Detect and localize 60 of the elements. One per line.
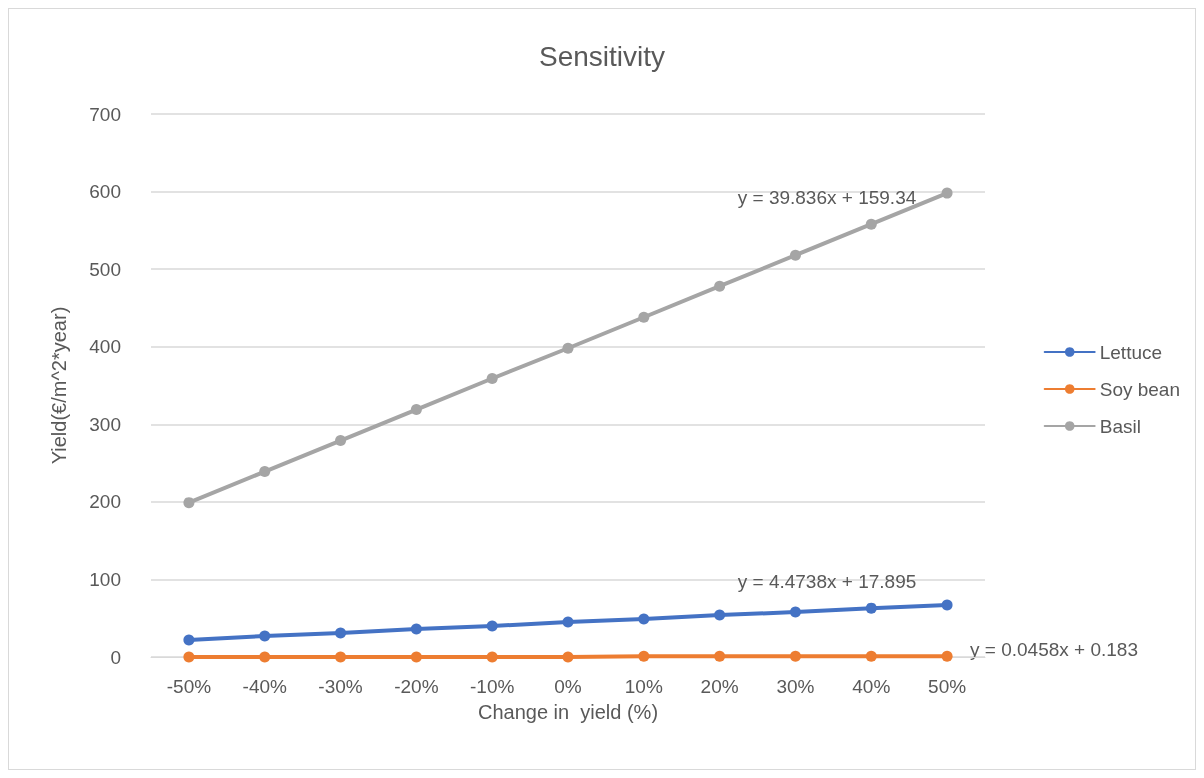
point [638,650,650,662]
x-tick-label: 30% [776,676,815,697]
x-tick-label: -20% [394,676,439,697]
point [562,616,574,628]
x-tick-label: -40% [242,676,288,697]
chart-title: Sensitivity [538,40,666,72]
point [259,630,271,642]
point [562,651,574,663]
point [789,606,801,618]
annotation: y = 4.4738x + 17.895 [737,570,917,592]
x-tick-label: 10% [624,676,663,697]
x-axis-title: Change in yield (%) [477,701,659,723]
x-tick-label: -10% [470,676,515,697]
point [183,634,195,646]
point [714,650,726,662]
y-tick-label: 100 [89,568,121,590]
point [714,280,726,292]
point [789,249,801,261]
point [410,623,422,635]
point [486,651,498,663]
point [335,627,347,639]
point [183,497,195,509]
point [486,373,498,385]
point [259,466,271,478]
point [183,651,195,663]
x-tick-label: 40% [852,676,891,697]
point [941,599,953,611]
point [941,187,953,199]
point [865,602,877,614]
point [562,342,574,354]
point [638,311,650,323]
y-tick-label: 0 [110,646,121,668]
point [259,651,271,663]
point [789,650,801,662]
annotation: y = 39.836x + 159.34 [737,186,917,208]
point [865,218,877,230]
legend-label: Basil [1099,415,1141,437]
point [941,650,953,662]
point [410,404,422,416]
x-tick-label: -50% [166,676,212,697]
y-tick-label: 300 [89,413,121,435]
legend-label: Soy bean [1099,378,1181,400]
point [865,650,877,662]
x-tick-label: -30% [318,676,363,697]
point [486,620,498,632]
point [410,651,422,663]
point [638,613,650,625]
y-tick-label: 200 [89,491,121,513]
x-tick-label: 50% [928,676,967,697]
point [335,435,347,447]
y-tick-label: 700 [89,103,121,125]
point [335,651,347,663]
y-tick-label: 400 [89,336,121,358]
y-tick-label: 600 [89,181,121,203]
y-axis-title: Yield(€/m^2*year) [48,306,70,465]
x-tick-label: 0% [554,676,582,697]
x-tick-label: 20% [700,676,739,697]
legend-label: Lettuce [1099,341,1163,363]
point [714,609,726,621]
y-tick-label: 500 [89,258,121,280]
